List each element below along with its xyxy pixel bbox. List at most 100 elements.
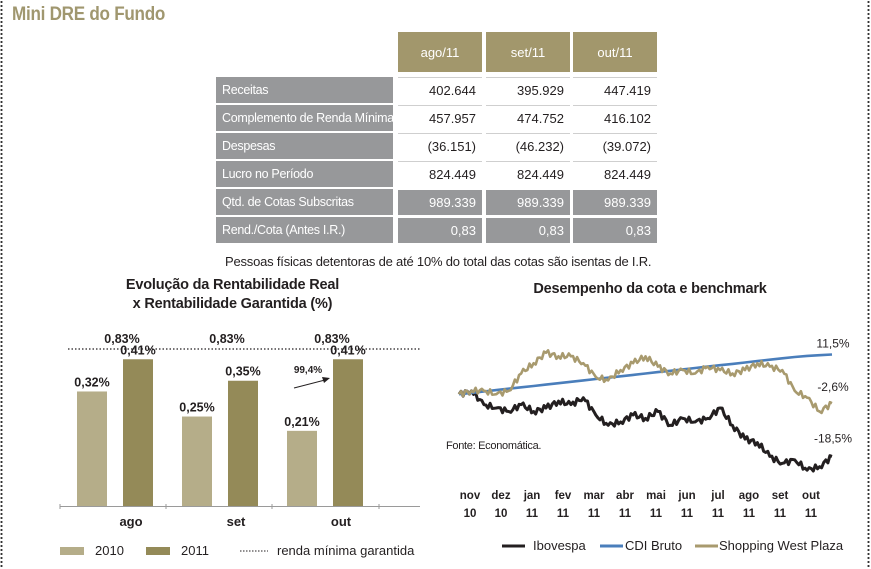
bar-value-label: 0,32% [74, 375, 109, 389]
column-header: out/11 [573, 32, 657, 72]
table-cell: 416.102 [573, 105, 657, 131]
x-tick-month: mar [583, 490, 605, 502]
dotted-border-left [0, 0, 3, 569]
reference-label: 0,83% [209, 332, 244, 346]
bar-2010 [77, 391, 107, 506]
table-row: Rend./Cota (Antes I.R.) 0,83 0,83 0,83 [216, 217, 657, 243]
bar-chart-title-line1: Evolução da Rentabilidade Real [125, 277, 340, 293]
line-chart: -18,5% 11,5% -2,6% Fonte: Economática. nov 10… [446, 337, 852, 553]
table-cell: (46.232) [486, 133, 570, 159]
row-label: Despesas [216, 133, 393, 159]
x-tick-month: out [802, 490, 820, 502]
x-tick-month: mai [646, 490, 666, 502]
x-tick-month: set [772, 490, 789, 502]
bar-chart-title-line2: x Rentabilidade Garantida (%) [132, 296, 333, 312]
x-tick-year: 11 [774, 508, 787, 520]
x-tick-month: nov [460, 490, 481, 502]
table-cell: 395.929 [486, 77, 570, 103]
x-tick-month: fev [555, 490, 572, 502]
table-cell: 989.339 [573, 189, 657, 215]
legend-swatch-2010 [60, 547, 84, 555]
series-line-shopping-west-plaza [457, 349, 833, 415]
page-title: Mini DRE do Fundo [12, 4, 166, 25]
x-tick-year: 11 [557, 508, 570, 520]
legend-label-shopping: Shopping West Plaza [719, 538, 844, 553]
x-tick-year: 11 [619, 508, 632, 520]
table-row: Qtd. de Cotas Subscritas 989.339 989.339 98… [216, 189, 657, 215]
x-tick-year: 11 [743, 508, 756, 520]
table-cell: 989.339 [398, 189, 482, 215]
table-cell: 824.449 [573, 161, 657, 187]
legend-swatch-2011 [146, 547, 170, 555]
x-tick-year: 11 [650, 508, 663, 520]
legend-label-ibovespa: Ibovespa [533, 538, 587, 553]
reference-label: 0,83% [314, 332, 349, 346]
dotted-border-right [867, 0, 870, 569]
bar-value-label: 0,35% [225, 365, 260, 379]
annotation-arrow [293, 379, 326, 389]
end-label: 11,5% [816, 337, 849, 351]
line-chart-title: Desempenho da cota e benchmark [533, 281, 767, 297]
x-tick-label: set [227, 514, 246, 529]
x-tick-month: dez [491, 490, 510, 502]
table-cell: 447.419 [573, 77, 657, 103]
x-tick-year: 10 [464, 508, 477, 520]
bar-chart-title: Evolução da Rentabilidade Real x Rentabi… [60, 276, 405, 314]
table-row: Lucro no Período 824.449 824.449 824.449 [216, 161, 657, 187]
x-tick-label: ago [119, 514, 142, 529]
table-cell: 457.957 [398, 105, 482, 131]
x-tick-year: 11 [681, 508, 694, 520]
x-tick-month: abr [616, 490, 634, 502]
row-label: Rend./Cota (Antes I.R.) [216, 217, 393, 243]
bar-2010 [182, 416, 212, 506]
x-tick-year: 11 [588, 508, 601, 520]
x-tick-year: 11 [526, 508, 539, 520]
x-tick-label: out [331, 514, 352, 529]
row-label: Complemento de Renda Mínima [216, 105, 394, 131]
x-tick-year: 10 [495, 508, 508, 520]
x-tick-year: 11 [805, 508, 818, 520]
row-label: Receitas [216, 77, 393, 103]
bar-chart: 0,83% 0,32% 0,41% ago 0,83% 0,25% 0,35% set 0,83… [59, 332, 421, 558]
table-cell: (36.151) [398, 133, 482, 159]
end-label: -18,5% [814, 431, 852, 445]
bar-2011 [228, 380, 258, 506]
table-cell: 824.449 [398, 161, 482, 187]
table-cell: 989.339 [486, 189, 570, 215]
bar-value-label: 0,41% [330, 343, 365, 357]
legend-label-2010: 2010 [95, 543, 124, 558]
x-tick-month: jun [677, 490, 695, 502]
bar-value-label: 0,21% [284, 415, 319, 429]
bar-value-label: 0,25% [179, 401, 214, 415]
x-tick-month: jul [710, 490, 724, 502]
bar-2011 [333, 359, 363, 506]
table-cell: 824.449 [486, 161, 570, 187]
bar-value-label: 0,41% [120, 343, 155, 357]
bar-2011 [123, 359, 153, 506]
reference-label: 0,83% [104, 332, 139, 346]
table-cell: (39.072) [573, 133, 657, 159]
table-row: Receitas 402.644 395.929 447.419 [216, 77, 657, 103]
table-cell: 402.644 [398, 77, 482, 103]
table-row: Despesas (36.151) (46.232) (39.072) [216, 133, 657, 159]
table-cell: 0,83 [486, 217, 570, 243]
series-line-ibovespa [457, 389, 833, 473]
table-cell: 0,83 [573, 217, 657, 243]
annotation-label: 99,4% [294, 365, 322, 376]
row-label: Lucro no Período [216, 161, 393, 187]
source-note: Fonte: Economática. [446, 440, 541, 452]
table-cell: 474.752 [486, 105, 570, 131]
x-tick-month: jan [523, 490, 541, 502]
annotation-arrowhead [322, 377, 330, 383]
column-header: ago/11 [398, 32, 482, 72]
table-row: Complemento de Renda Mínima 457.957 474.75… [216, 105, 657, 131]
series-line-cdi-bruto [458, 353, 833, 396]
end-label: -2,6% [817, 380, 849, 394]
row-label: Qtd. de Cotas Subscritas [216, 189, 393, 215]
legend-label-reference: renda mínima garantida [277, 543, 415, 558]
table-cell: 0,83 [398, 217, 482, 243]
legend-label-2011: 2011 [181, 543, 209, 558]
x-tick-month: ago [739, 490, 759, 502]
legend-label-cdi: CDI Bruto [625, 538, 682, 553]
table-footnote: Pessoas físicas detentoras de até 10% do… [225, 254, 652, 269]
